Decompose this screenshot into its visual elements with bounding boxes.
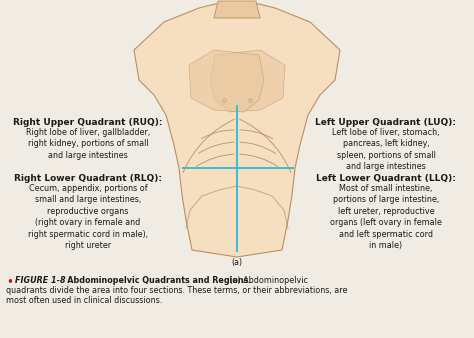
Text: most often used in clinical discussions.: most often used in clinical discussions. xyxy=(6,296,162,305)
Text: Left Lower Quadrant (LLQ):: Left Lower Quadrant (LLQ): xyxy=(316,174,456,183)
Text: Most of small intestine,
portions of large intestine,
left ureter, reproductive
: Most of small intestine, portions of lar… xyxy=(330,184,442,250)
Polygon shape xyxy=(210,50,285,112)
Polygon shape xyxy=(214,1,260,18)
Text: FIGURE 1-8: FIGURE 1-8 xyxy=(15,276,65,285)
Text: quadrants divide the area into four sections. These terms, or their abbreviation: quadrants divide the area into four sect… xyxy=(6,286,347,295)
Polygon shape xyxy=(189,50,264,112)
Text: Right Lower Quadrant (RLQ):: Right Lower Quadrant (RLQ): xyxy=(14,174,162,183)
Text: Left Upper Quadrant (LUQ):: Left Upper Quadrant (LUQ): xyxy=(316,118,456,127)
Text: Left lobe of liver, stomach,
pancreas, left kidney,
spleen, portions of small
an: Left lobe of liver, stomach, pancreas, l… xyxy=(332,128,440,171)
Text: Right Upper Quadrant (RUQ):: Right Upper Quadrant (RUQ): xyxy=(13,118,163,127)
Text: (a) Abdominopelvic: (a) Abdominopelvic xyxy=(227,276,308,285)
Text: (a): (a) xyxy=(231,258,243,267)
Text: •: • xyxy=(6,276,13,289)
Text: Cecum, appendix, portions of
small and large intestines,
reproductive organs
(ri: Cecum, appendix, portions of small and l… xyxy=(28,184,148,250)
Polygon shape xyxy=(134,4,340,257)
Text: Right lobe of liver, gallbladder,
right kidney, portions of small
and large inte: Right lobe of liver, gallbladder, right … xyxy=(26,128,150,160)
Text: Abdominopelvic Quadrants and Regions.: Abdominopelvic Quadrants and Regions. xyxy=(59,276,252,285)
